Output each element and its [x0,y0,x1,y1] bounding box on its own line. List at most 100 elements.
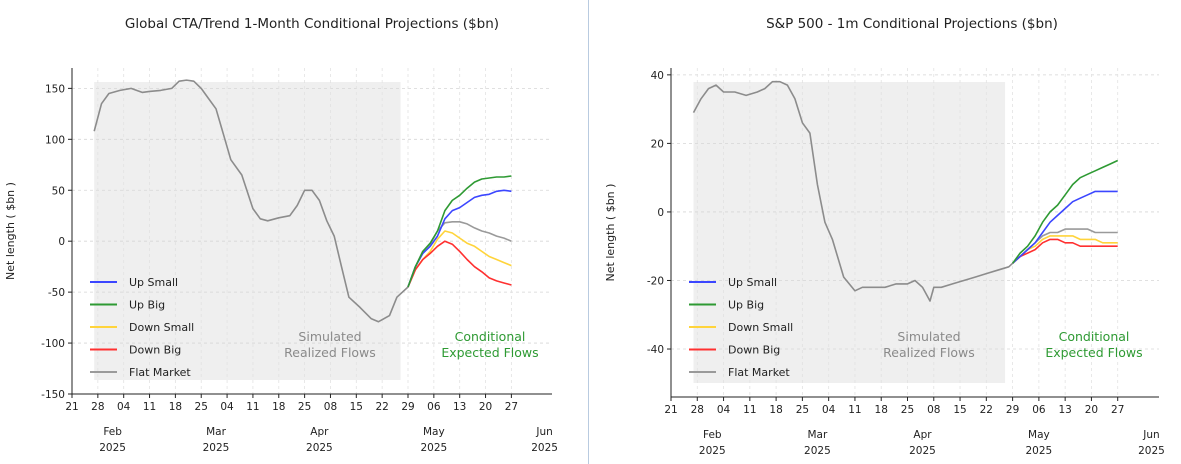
annotation-expected: Expected Flows [1045,345,1142,360]
x-month-label: Mar [807,429,827,441]
chart-title: S&P 500 - 1m Conditional Projections ($b… [766,16,1058,32]
x-tick-label: 29 [401,401,414,413]
y-tick-label: 0 [657,207,664,219]
x-year-label: 2025 [699,445,726,457]
x-tick-label: 25 [901,404,914,416]
x-tick-label: 22 [980,404,993,416]
x-tick-label: 04 [117,401,131,413]
annotation-realized: Realized Flows [883,345,975,360]
x-year-label: 2025 [804,445,831,457]
series-up-small-line [407,189,512,288]
x-tick-label: 18 [769,404,782,416]
annotation-realized: Simulated [298,329,361,344]
x-tick-label: 08 [324,401,337,413]
x-tick-label: 22 [375,401,388,413]
x-tick-label: 20 [1085,404,1098,416]
x-tick-label: 27 [1111,404,1124,416]
y-axis-label: Net length ( $bn ) [604,184,617,282]
chart-title: Global CTA/Trend 1-Month Conditional Pro… [125,16,499,32]
x-year-label: 2025 [203,442,230,454]
annotation-expected: Conditional [1059,329,1130,344]
chart-global-cta: Global CTA/Trend 1-Month Conditional Pro… [4,16,558,454]
annotation-realized: Simulated [897,329,960,344]
x-tick-label: 21 [664,404,677,416]
annotation-expected: Expected Flows [441,345,538,360]
x-tick-label: 18 [272,401,285,413]
x-month-label: May [423,426,445,438]
x-tick-label: 18 [169,401,182,413]
series-realized-line [692,80,1014,302]
series-realized-line [93,79,409,323]
y-tick-label: 50 [52,185,65,197]
legend-label: Down Big [129,344,181,357]
legend-label: Up Big [129,299,165,312]
x-tick-label: 04 [822,404,836,416]
x-year-label: 2025 [306,442,333,454]
legend-label: Up Small [129,276,178,289]
x-month-label: Mar [206,426,226,438]
x-tick-label: 11 [743,404,756,416]
y-tick-label: 0 [58,236,65,248]
x-tick-label: 11 [848,404,861,416]
x-tick-label: 25 [195,401,208,413]
x-year-label: 2025 [99,442,126,454]
legend-label: Up Big [728,299,764,312]
x-tick-label: 20 [479,401,492,413]
y-tick-label: -100 [41,338,65,350]
x-month-label: Feb [103,426,122,438]
x-month-label: May [1028,429,1050,441]
y-axis-label: Net length ( $bn ) [4,182,17,280]
annotation-expected: Conditional [455,329,526,344]
x-tick-label: 11 [143,401,156,413]
x-tick-label: 08 [927,404,940,416]
series-up-big-line [407,175,512,288]
x-month-label: Jun [1142,429,1159,441]
x-tick-label: 28 [91,401,104,413]
annotation-realized: Realized Flows [284,345,376,360]
chart-sp500: S&P 500 - 1m Conditional Projections ($b… [604,16,1165,457]
x-year-label: 2025 [1138,445,1165,457]
x-year-label: 2025 [1026,445,1053,457]
x-tick-label: 29 [1006,404,1019,416]
x-tick-label: 25 [298,401,311,413]
legend-label: Flat Market [129,366,191,379]
y-tick-label: -40 [647,344,664,356]
x-tick-label: 21 [65,401,78,413]
x-tick-label: 15 [953,404,966,416]
x-tick-label: 13 [453,401,466,413]
y-tick-label: 100 [45,134,65,146]
x-month-label: Jun [535,426,552,438]
legend-label: Down Big [728,344,780,357]
legend-label: Up Small [728,276,777,289]
x-tick-label: 27 [505,401,518,413]
y-tick-label: -150 [41,389,65,401]
realized-shade [693,82,1006,383]
legend-label: Down Small [728,321,793,334]
series-down-big-line [1012,238,1118,264]
x-year-label: 2025 [909,445,936,457]
x-month-label: Apr [913,429,932,441]
realized-shade [94,82,401,380]
series-down-small-line [1012,235,1118,264]
x-tick-label: 18 [875,404,888,416]
y-tick-label: 20 [651,138,664,150]
y-tick-label: -50 [48,287,65,299]
legend-label: Flat Market [728,366,790,379]
x-year-label: 2025 [531,442,558,454]
y-tick-label: 40 [651,70,664,82]
x-month-label: Apr [310,426,329,438]
x-tick-label: 06 [1032,404,1046,416]
x-year-label: 2025 [420,442,447,454]
x-tick-label: 28 [691,404,704,416]
legend-label: Down Small [129,321,194,334]
panel-divider [588,0,589,464]
x-tick-label: 25 [796,404,809,416]
y-tick-label: -20 [647,275,664,287]
x-tick-label: 06 [427,401,441,413]
x-tick-label: 13 [1058,404,1071,416]
x-tick-label: 11 [246,401,259,413]
x-month-label: Feb [703,429,722,441]
series-up-small-line [1012,190,1118,264]
series-down-big-line [407,240,512,288]
x-tick-label: 04 [220,401,234,413]
